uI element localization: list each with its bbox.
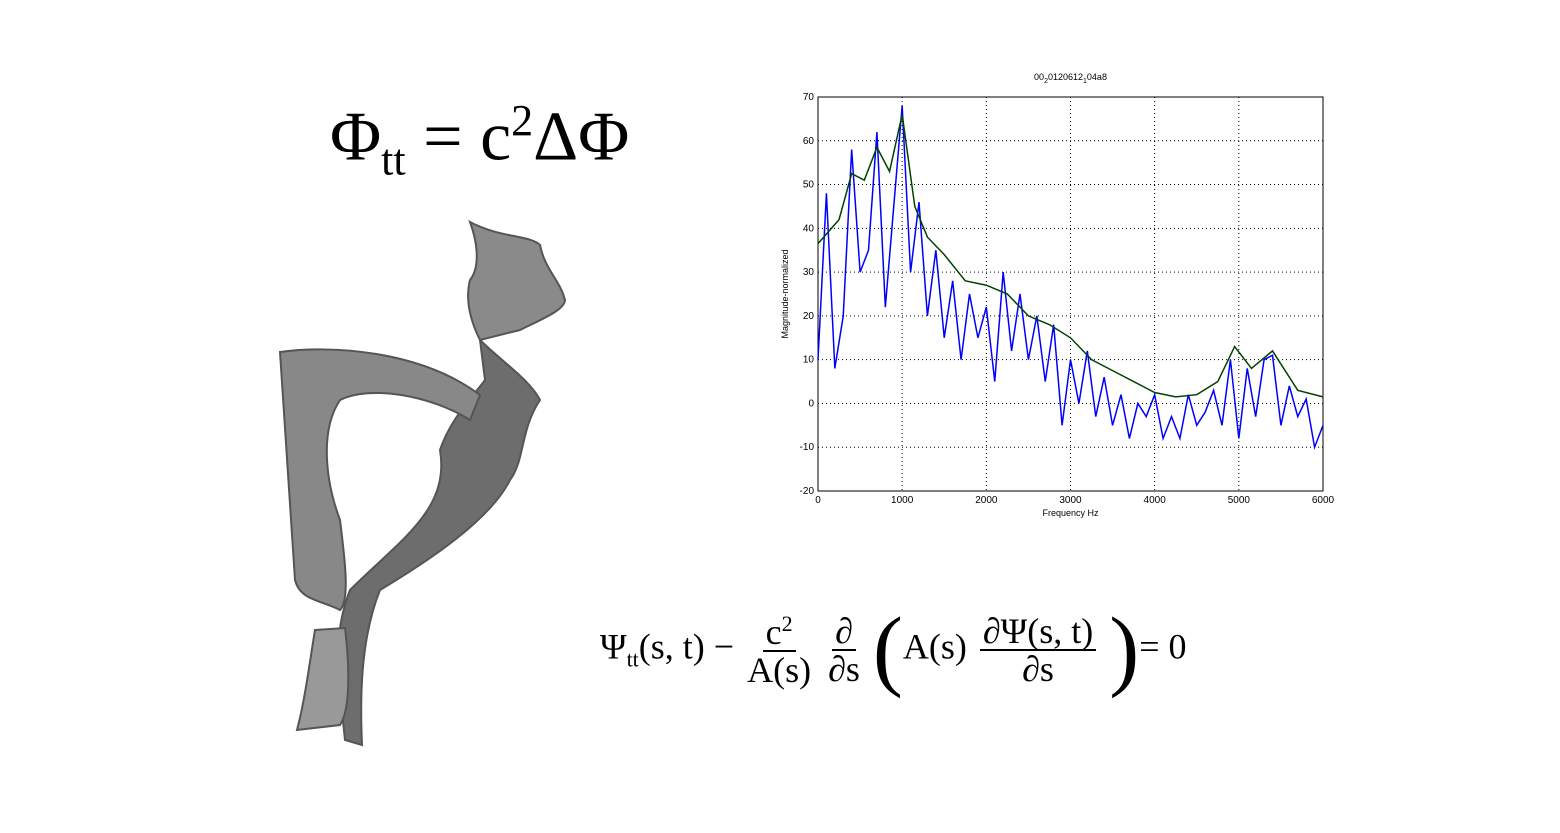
y-tick-label: 60 [803,136,815,147]
y-tick-label: 50 [803,180,815,191]
y-tick-label: 30 [803,267,815,278]
eq-part: Ψ [600,626,627,667]
y-tick-label: 70 [803,92,815,103]
x-tick-label: 6000 [1312,495,1335,506]
title-part: 00 [1034,72,1044,82]
eq-paren: ) [1109,600,1140,699]
title-part: 04a8 [1087,72,1107,82]
eq-part: 2 [511,96,534,145]
vocal-tract-model [278,219,567,747]
eq-part: ∂s [828,649,860,689]
x-tick-label: 1000 [891,495,914,506]
title-part: 1 [1083,78,1087,85]
x-tick-label: 0 [815,495,821,506]
title-part: 2 [1044,78,1048,85]
webster-equation: Ψtt(s, t) − c2 A(s) ∂ ∂s (A(s) ∂Ψ(s, t) ∂s … [600,605,1187,695]
y-tick-label: 20 [803,311,815,322]
title-part: 0120612 [1048,72,1083,82]
eq-part: Φ [330,98,382,176]
series-line [817,114,1324,398]
eq-part: ∂ [832,613,856,651]
x-tick-label: 4000 [1144,495,1167,506]
eq-part: A(s) [747,649,812,690]
eq-part: A(s) [902,626,967,667]
eq-sup: 2 [781,610,793,636]
eq-part: = c [405,98,512,176]
y-tick-label: -10 [800,442,815,453]
eq-sub: tt [626,646,639,672]
eq-part: c [765,611,782,652]
y-axis-label: Magnitude-normalized [780,249,790,338]
eq-part: tt [381,135,406,185]
fraction: c2 A(s) [747,610,812,690]
fraction: ∂ ∂s [828,613,860,687]
eq-part: ΔΦ [533,98,630,176]
eq-part: = 0 [1139,626,1187,667]
wave-equation: Φtt = c2ΔΦ [330,95,629,185]
eq-paren: ( [872,600,903,699]
eq-part: (s, t) − [638,626,735,667]
x-axis-label: Frequency Hz [1042,508,1099,518]
y-tick-label: 10 [803,355,815,366]
plot-area: 0 1000 2000 3000 4000 5000 6000-20-10010203040… [780,72,1335,518]
series-line [817,105,1324,451]
eq-part: ∂s [1022,649,1054,689]
x-tick-label: 5000 [1228,495,1251,506]
y-tick-label: 0 [808,398,814,409]
y-tick-label: -20 [800,486,815,497]
chart-title: 0020120612104a8 [1034,72,1107,85]
fraction: ∂Ψ(s, t) ∂s [979,613,1097,689]
x-tick-label: 3000 [1059,495,1082,506]
x-tick-label: 2000 [975,495,998,506]
y-tick-label: 40 [803,223,815,234]
eq-part: ∂Ψ(s, t) [979,613,1097,651]
